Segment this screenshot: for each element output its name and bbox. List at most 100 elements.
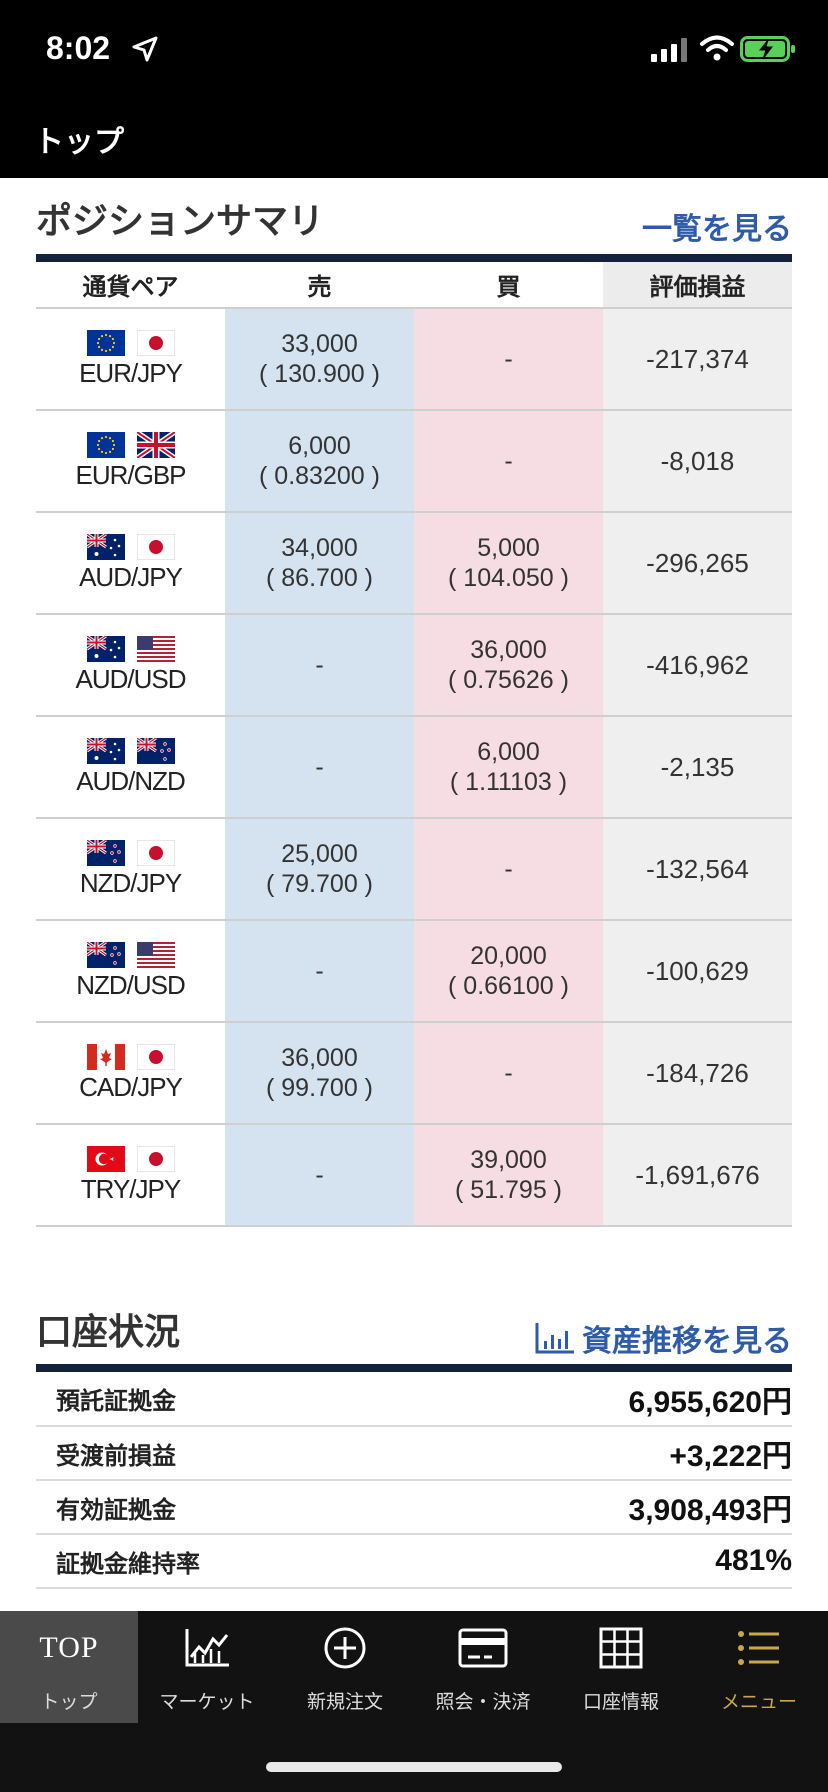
rate: ( 0.75626 ) xyxy=(448,666,569,694)
market-chart-icon xyxy=(185,1629,229,1667)
quantity: 6,000 xyxy=(288,432,351,460)
buy-cell: - xyxy=(414,818,603,921)
buy-cell: 39,000( 51.795 ) xyxy=(414,1124,603,1227)
new-zealand-flag-icon xyxy=(86,840,125,866)
rate: ( 79.700 ) xyxy=(265,870,373,898)
sell-cell: - xyxy=(225,614,414,717)
position-row[interactable]: NZD/JPY 25,000( 79.700 ) - -132,564 xyxy=(36,818,792,921)
position-row[interactable]: NZD/USD -20,000( 0.66100 ) -100,629 xyxy=(36,920,792,1023)
status-bar: 8:02 xyxy=(0,0,828,100)
tab-label: マーケット xyxy=(159,1691,255,1713)
tab-menu[interactable]: メニュー xyxy=(690,1611,828,1723)
profit-loss-cell: -416,962 xyxy=(603,614,792,717)
section-divider xyxy=(36,254,792,262)
account-label: 受渡前損益 xyxy=(36,1426,415,1481)
account-value: 6,955,620円 xyxy=(414,1372,792,1427)
currency-pair-cell: CAD/JPY xyxy=(36,1022,225,1125)
tab-label: 口座情報 xyxy=(582,1691,659,1713)
rate: ( 0.83200 ) xyxy=(259,462,380,490)
profit-loss-cell: -296,265 xyxy=(603,512,792,615)
account-value: +3,222円 xyxy=(414,1426,792,1481)
sell-cell: 25,000( 79.700 ) xyxy=(225,818,414,921)
australia-flag-icon xyxy=(86,534,125,560)
tab-label: 照会・決済 xyxy=(435,1691,531,1713)
sell-cell: - xyxy=(225,716,414,819)
tab-top[interactable]: TOP トップ xyxy=(0,1611,138,1723)
buy-cell: 20,000( 0.66100 ) xyxy=(414,920,603,1023)
home-indicator[interactable] xyxy=(266,1762,562,1772)
battery-charging-icon xyxy=(740,36,795,62)
top-icon: TOP xyxy=(39,1631,99,1664)
tab-bar: TOP トップ マーケット 新規注文 xyxy=(0,1611,828,1723)
sell-cell: 6,000( 0.83200 ) xyxy=(225,410,414,513)
bar-chart-icon xyxy=(535,1323,574,1354)
position-row[interactable]: AUD/USD -36,000( 0.75626 ) -416,962 xyxy=(36,614,792,717)
japan-flag-icon xyxy=(136,534,175,560)
japan-flag-icon xyxy=(136,840,175,866)
view-list-link[interactable]: 一覧を見る xyxy=(642,212,792,247)
profit-loss-cell: -100,629 xyxy=(603,920,792,1023)
quantity: 36,000 xyxy=(470,636,547,664)
quantity: 36,000 xyxy=(281,1044,358,1072)
position-row[interactable]: AUD/JPY 34,000( 86.700 ) 5,000( 104.050 ) -… xyxy=(36,512,792,615)
position-row[interactable]: CAD/JPY 36,000( 99.700 ) - -184,726 xyxy=(36,1022,792,1125)
rate: ( 86.700 ) xyxy=(265,564,373,592)
currency-pair-cell: EUR/GBP xyxy=(36,410,225,513)
position-row[interactable]: AUD/NZD -6,000( 1.11103 ) -2,135 xyxy=(36,716,792,819)
new-zealand-flag-icon xyxy=(136,738,175,764)
view-asset-history-label: 資産推移を見る xyxy=(582,1324,792,1359)
home-indicator-area xyxy=(0,1723,828,1792)
account-label: 有効証拠金 xyxy=(36,1480,415,1535)
view-asset-history-link[interactable]: 資産推移を見る xyxy=(534,1316,792,1360)
account-value: 481% xyxy=(414,1534,792,1589)
us-flag-icon xyxy=(136,942,175,968)
profit-loss-cell: -1,691,676 xyxy=(603,1124,792,1227)
currency-pair-cell: NZD/JPY xyxy=(36,818,225,921)
currency-pair-label: TRY/JPY xyxy=(80,1174,181,1204)
position-row[interactable]: EUR/JPY 33,000( 130.900 ) - -217,374 xyxy=(36,308,792,411)
tab-label: メニュー xyxy=(720,1691,797,1713)
account-label: 預託証拠金 xyxy=(36,1372,415,1427)
tab-market[interactable]: マーケット xyxy=(138,1611,276,1723)
position-summary-title: ポジションサマリ xyxy=(36,201,325,242)
currency-pair-cell: AUD/NZD xyxy=(36,716,225,819)
rate: ( 104.050 ) xyxy=(448,564,569,592)
new-zealand-flag-icon xyxy=(86,942,125,968)
account-label: 証拠金維持率 xyxy=(36,1534,415,1589)
flag-pair xyxy=(36,432,225,458)
sell-cell: 36,000( 99.700 ) xyxy=(225,1022,414,1125)
quantity: - xyxy=(504,345,513,373)
currency-pair-label: EUR/JPY xyxy=(79,358,183,388)
col-header-pl: 評価損益 xyxy=(603,262,792,309)
grid-icon xyxy=(599,1627,643,1669)
section-divider xyxy=(36,1364,792,1372)
page-title: トップ xyxy=(34,125,124,160)
profit-loss-cell: -2,135 xyxy=(603,716,792,819)
position-row[interactable]: TRY/JPY -39,000( 51.795 ) -1,691,676 xyxy=(36,1124,792,1227)
tab-label: トップ xyxy=(40,1691,98,1713)
sell-cell: 34,000( 86.700 ) xyxy=(225,512,414,615)
col-header-sell: 売 xyxy=(225,262,414,309)
quantity: 34,000 xyxy=(281,534,358,562)
flag-pair xyxy=(36,534,225,560)
currency-pair-label: AUD/JPY xyxy=(79,562,183,592)
currency-pair-label: NZD/USD xyxy=(76,970,186,1000)
tab-new-order[interactable]: 新規注文 xyxy=(276,1611,414,1723)
wifi-icon xyxy=(700,35,734,61)
currency-pair-cell: EUR/JPY xyxy=(36,308,225,411)
col-header-pair: 通貨ペア xyxy=(36,262,225,309)
tab-inquiry-settlement[interactable]: 照会・決済 xyxy=(414,1611,552,1723)
currency-pair-label: CAD/JPY xyxy=(79,1072,183,1102)
buy-cell: 5,000( 104.050 ) xyxy=(414,512,603,615)
quantity: 33,000 xyxy=(281,330,358,358)
tab-account-info[interactable]: 口座情報 xyxy=(552,1611,690,1723)
sell-cell: - xyxy=(225,920,414,1023)
us-flag-icon xyxy=(136,636,175,662)
signal-icon xyxy=(651,38,687,62)
tab-label: 新規注文 xyxy=(306,1691,383,1713)
position-row[interactable]: EUR/GBP 6,000( 0.83200 ) - -8,018 xyxy=(36,410,792,513)
position-table: 通貨ペア 売 買 評価損益 EUR/JPY 33,000( 130.900 ) - -… xyxy=(36,262,792,1227)
buy-cell: - xyxy=(414,308,603,411)
quantity: - xyxy=(504,1059,513,1087)
rate: ( 1.11103 ) xyxy=(449,768,568,796)
